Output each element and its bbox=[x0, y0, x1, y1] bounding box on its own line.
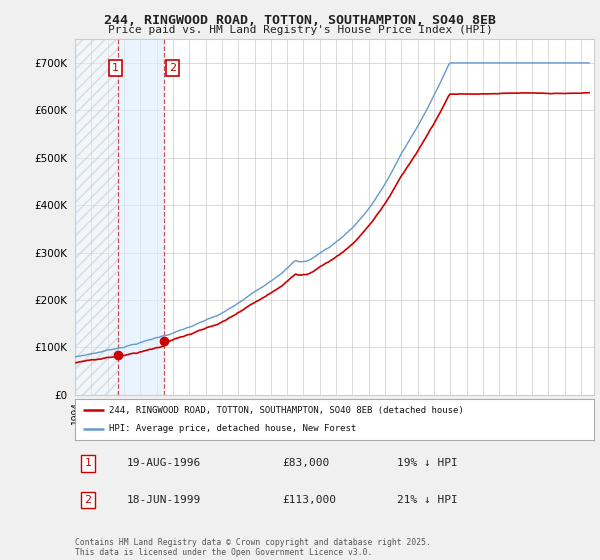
Text: Contains HM Land Registry data © Crown copyright and database right 2025.
This d: Contains HM Land Registry data © Crown c… bbox=[75, 538, 431, 557]
Text: 1: 1 bbox=[85, 459, 91, 468]
Text: £113,000: £113,000 bbox=[283, 495, 337, 505]
Bar bbox=[75, 39, 118, 395]
Text: 21% ↓ HPI: 21% ↓ HPI bbox=[397, 495, 458, 505]
Text: 244, RINGWOOD ROAD, TOTTON, SOUTHAMPTON, SO40 8EB: 244, RINGWOOD ROAD, TOTTON, SOUTHAMPTON,… bbox=[104, 14, 496, 27]
Text: HPI: Average price, detached house, New Forest: HPI: Average price, detached house, New … bbox=[109, 424, 356, 433]
Text: Price paid vs. HM Land Registry's House Price Index (HPI): Price paid vs. HM Land Registry's House … bbox=[107, 25, 493, 35]
Text: 244, RINGWOOD ROAD, TOTTON, SOUTHAMPTON, SO40 8EB (detached house): 244, RINGWOOD ROAD, TOTTON, SOUTHAMPTON,… bbox=[109, 405, 463, 414]
Bar bbox=[118, 39, 164, 395]
Text: £83,000: £83,000 bbox=[283, 459, 330, 468]
Text: 18-JUN-1999: 18-JUN-1999 bbox=[127, 495, 201, 505]
Text: 19% ↓ HPI: 19% ↓ HPI bbox=[397, 459, 458, 468]
Text: 1: 1 bbox=[112, 63, 119, 73]
Text: 2: 2 bbox=[169, 63, 176, 73]
Text: 19-AUG-1996: 19-AUG-1996 bbox=[127, 459, 201, 468]
Text: 2: 2 bbox=[85, 495, 92, 505]
